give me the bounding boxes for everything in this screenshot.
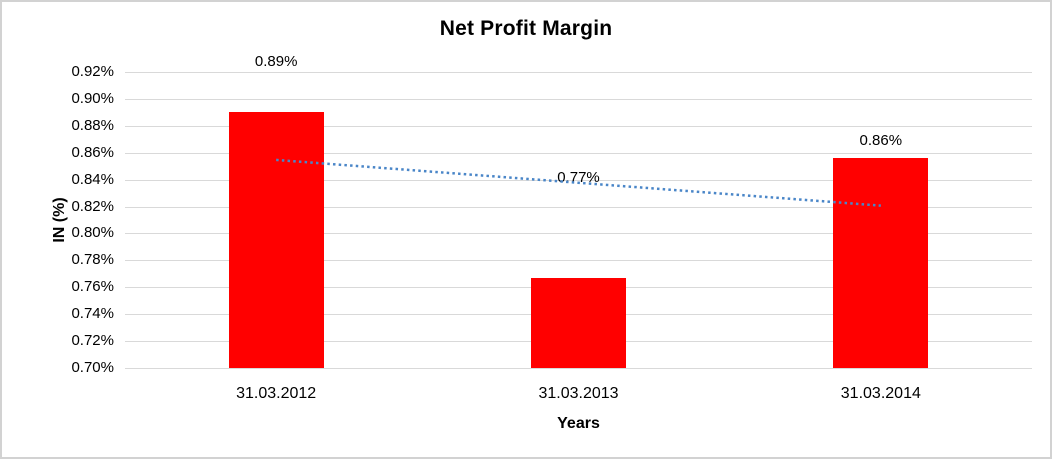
y-axis-tick-label: 0.84% [71, 170, 114, 188]
gridline [125, 206, 1032, 208]
y-axis-tick-label: 0.74% [71, 305, 114, 323]
x-axis-title: Years [557, 415, 600, 432]
bar [833, 158, 929, 368]
gridline [125, 368, 1032, 369]
bar-data-label: 0.89% [254, 53, 298, 70]
bar-data-label: 0.86% [859, 132, 903, 149]
bar [228, 112, 324, 368]
x-category-label: 31.03.2013 [538, 385, 619, 402]
y-axis-tick-label: 0.80% [71, 224, 114, 242]
gridline [125, 72, 1032, 73]
chart-title: Net Profit Margin [439, 17, 613, 40]
y-axis-tick-label: 0.92% [71, 63, 114, 80]
y-axis-tick-label: 0.90% [71, 89, 114, 107]
gridline [125, 125, 1032, 127]
y-axis-tick-label: 0.78% [71, 251, 114, 269]
gridline [125, 179, 1032, 181]
gridline [125, 260, 1032, 262]
y-axis-tick-label: 0.72% [71, 332, 114, 350]
x-category-label: 31.03.2012 [236, 385, 317, 402]
y-axis-tick-label: 0.70% [71, 359, 114, 376]
gridline [125, 233, 1032, 235]
y-axis-tick-label: 0.82% [71, 197, 114, 215]
gridline [125, 98, 1032, 100]
gridline [125, 152, 1032, 154]
y-axis-title: IN (%) [51, 197, 68, 243]
bar [531, 277, 626, 368]
y-axis-tick-label: 0.88% [71, 116, 114, 134]
x-category-label: 31.03.2014 [840, 385, 921, 402]
y-axis-tick-label: 0.76% [71, 278, 114, 296]
y-axis-tick-label: 0.86% [71, 143, 114, 161]
